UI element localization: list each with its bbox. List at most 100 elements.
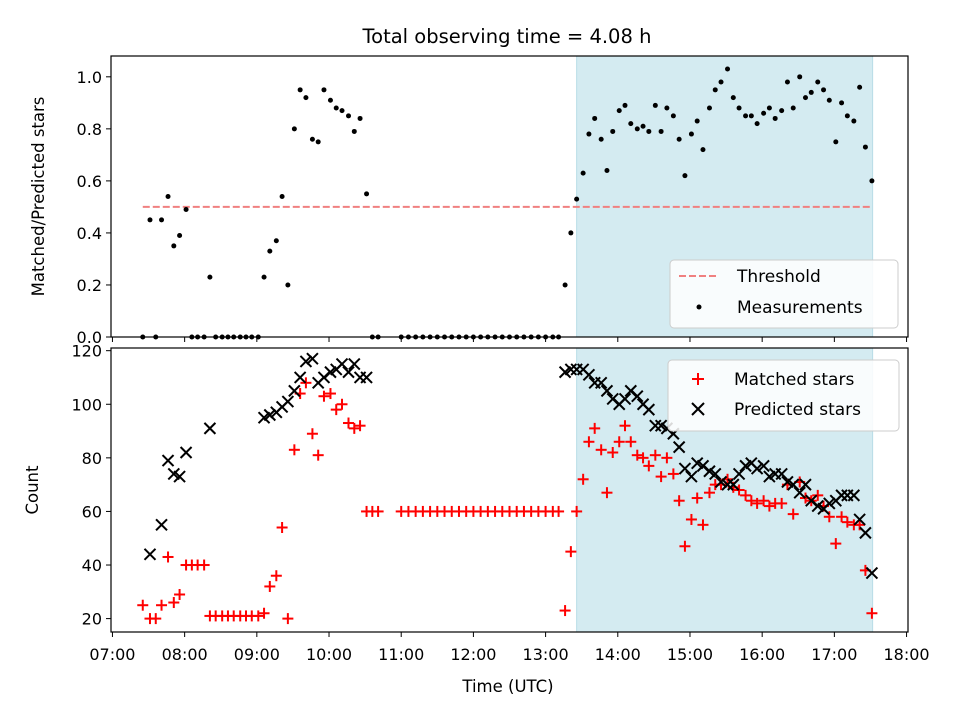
matched-star-point [697,519,709,531]
measurement-point [147,217,153,223]
legend-predicted-label: Predicted stars [734,400,861,420]
top-panel-frame [110,55,909,338]
matched-star-point [733,484,745,496]
predicted-star-point [732,467,746,481]
matched-star-point [763,500,775,512]
matched-star-point [288,444,300,456]
top-y-tick-label: 0.6 [77,172,102,191]
x-tick-label: 13:00 [523,645,569,664]
predicted-star-point [618,392,632,406]
matched-star-point [667,468,679,480]
matched-star-point [841,516,853,528]
measurement-point [261,274,267,280]
measurement-point [598,136,604,142]
measurement-point [177,233,183,239]
measurement-point [743,113,749,119]
predicted-star-point [678,462,692,475]
matched-star-point [300,377,312,389]
matched-star-point [571,505,583,517]
matched-star-point [866,607,878,619]
predicted-star-point [799,478,812,491]
measurement-point [309,136,315,142]
legend-matched-label: Matched stars [734,370,854,390]
predicted-star-point [649,419,662,432]
predicted-star-point [865,566,879,580]
matched-star-point [150,613,162,625]
bottom-y-axis-label: Count [23,465,42,515]
matched-star-point [691,492,703,504]
measurement-point [826,97,832,103]
predicted-star-point [775,467,788,481]
measurement-point [273,238,279,244]
bottom-legend-box [667,359,900,432]
bottom-panel-frame [110,347,909,633]
matched-star-point [787,508,799,520]
matched-star-point [577,473,589,485]
measurement-point [634,126,640,132]
measurement-point [766,105,772,111]
matched-star-point [745,495,757,507]
bottom-y-tick-label: 100 [71,395,102,414]
predicted-star-point [288,384,301,398]
predicted-star-point [335,357,349,371]
predicted-star-point [306,352,319,365]
measurement-point [616,108,622,114]
matched-star-point [613,436,625,448]
measurement-point [664,105,670,111]
measurement-point [784,79,790,85]
predicted-star-point [631,390,644,403]
matched-star-point [336,398,348,410]
measurement-point [748,113,754,119]
measurement-point [640,123,646,129]
top-y-tick-label: 1.0 [77,68,102,87]
x-tick-label: 12:00 [450,645,496,664]
matched-star-point [354,420,366,432]
matched-star-point [276,522,288,534]
predicted-star-point [727,478,740,491]
predicted-star-point [793,486,806,499]
measurement-point [291,126,297,132]
measurement-point [580,170,586,176]
measurement-point [869,178,875,184]
legend-measurements-swatch [696,304,702,310]
measurement-point [568,230,574,236]
predicted-star-point [299,355,313,368]
measurement-point [321,87,327,93]
x-tick-label: 17:00 [811,645,857,664]
top-y-tick-label: 0.2 [77,276,102,295]
measurement-point [851,118,857,124]
measurement-point [285,282,291,288]
bottom-panel: 20 40 60 80 100 120 07:00 08:00 09:00 10:00 11:00… [23,342,930,696]
matched-star-point [679,540,691,552]
matched-star-point [348,422,360,434]
legend-measurements-label: Measurements [737,298,863,318]
predicted-star-point [714,475,728,489]
matched-star-point [312,449,324,461]
measurement-point [808,89,814,95]
bottom-y-tick-label: 80 [82,449,102,468]
matched-star-point [330,404,342,416]
matched-star-point [156,599,168,611]
predicted-star-point [847,489,861,502]
matched-star-point [776,497,788,509]
measurement-point [279,194,285,199]
x-tick-label: 08:00 [162,645,208,664]
measurement-point [183,207,189,213]
measurement-point [700,147,706,153]
measurement-point [652,102,658,108]
matched-star-point [282,613,294,625]
top-y-axis-label: Matched/Predicted stars [29,97,48,297]
predicted-star-point [787,478,800,491]
predicted-star-point [600,384,614,398]
predicted-star-point [293,371,307,384]
predicted-star-point [360,371,373,384]
matched-star-point [830,538,842,550]
predicted-star-point [155,518,168,532]
measurement-point [357,115,363,121]
matched-star-point [637,452,649,464]
measurement-point [718,79,724,85]
measurement-point [592,115,598,121]
measurement-point [327,97,333,103]
measurement-point [736,105,742,111]
matched-star-point [643,460,655,472]
